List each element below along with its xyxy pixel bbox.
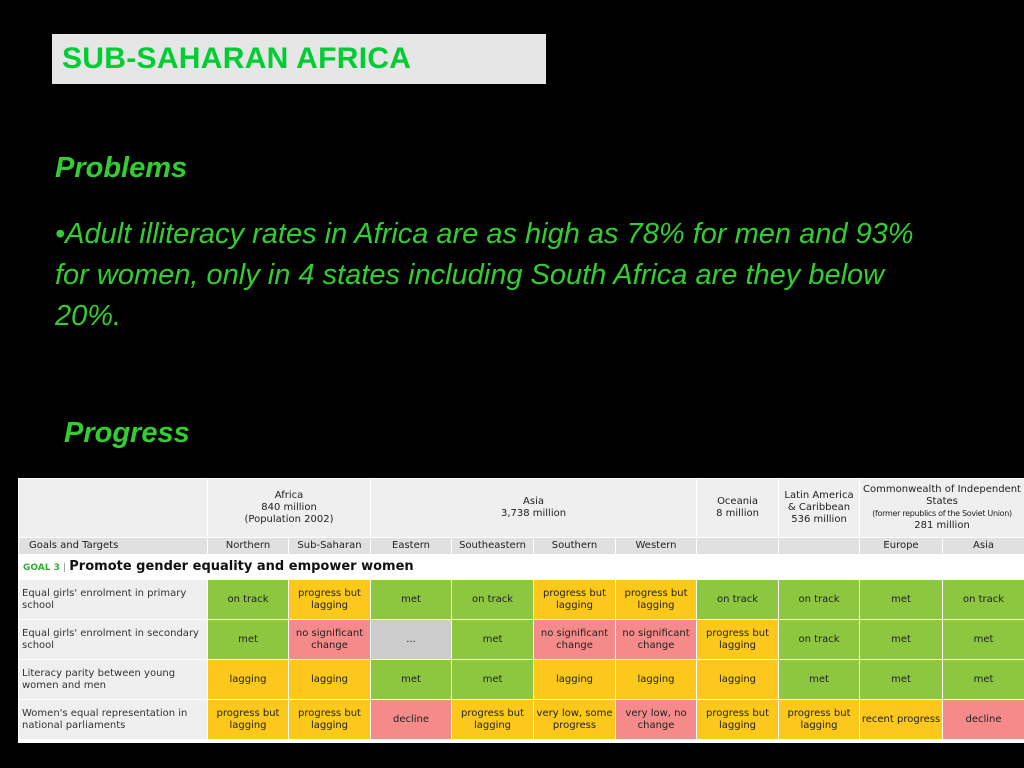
region-latin-america: Latin America & Caribbean 536 million — [778, 478, 861, 538]
status-cell: met — [207, 619, 289, 660]
status-cell: lagging — [696, 659, 780, 700]
region-latam-pop: 536 million — [791, 514, 847, 525]
subregion-cell: Eastern — [370, 537, 453, 555]
status-cell: very low, some progress — [533, 699, 617, 740]
status-cell: progress but lagging — [778, 699, 861, 740]
status-cell: lagging — [615, 659, 698, 700]
region-oceania: Oceania 8 million — [696, 478, 780, 538]
subregion-cell: Sub-Saharan — [287, 537, 372, 555]
table-row: Equal girls' enrolment in primary school… — [18, 579, 1024, 620]
status-cell: on track — [778, 579, 861, 620]
status-cell: no significant change — [287, 619, 372, 660]
status-cell: very low, no change — [615, 699, 698, 740]
region-asia-name: Asia — [523, 496, 544, 507]
status-cell: progress but lagging — [207, 699, 289, 740]
mdg-progress-table: Africa 840 million (Population 2002) Asi… — [18, 478, 1024, 743]
status-cell: lagging — [533, 659, 617, 700]
status-cell: progress but lagging — [696, 699, 780, 740]
status-cell: decline — [942, 699, 1024, 740]
subregion-cell: Western — [615, 537, 698, 555]
goal-row: GOAL 3 | Promote gender equality and empow… — [18, 554, 1024, 580]
status-cell: no significant change — [533, 619, 617, 660]
region-header-row: Africa 840 million (Population 2002) Asi… — [18, 478, 1024, 538]
table-body: Equal girls' enrolment in primary school… — [18, 579, 1024, 740]
subregion-cell: Southern — [533, 537, 617, 555]
slide-title: SUB-SAHARAN AFRICA — [62, 42, 412, 75]
target-name: Equal girls' enrolment in primary school — [18, 579, 208, 620]
target-name: Women's equal representation in national… — [18, 699, 208, 740]
region-asia: Asia 3,738 million — [370, 478, 698, 538]
status-cell: ... — [370, 619, 453, 660]
subregion-cell: Europe — [859, 537, 944, 555]
status-cell: progress but lagging — [287, 699, 372, 740]
goal-separator: | — [62, 561, 67, 573]
region-cis-pop: 281 million — [914, 520, 970, 531]
region-oceania-pop: 8 million — [716, 508, 759, 519]
status-cell: met — [859, 619, 944, 660]
status-cell: met — [942, 619, 1024, 660]
table-row: Literacy parity between young women and … — [18, 659, 1024, 700]
problems-bullet: •Adult illiteracy rates in Africa are as… — [55, 218, 914, 332]
subregion-cell: Southeastern — [451, 537, 535, 555]
status-cell: met — [370, 579, 453, 620]
status-cell: met — [859, 579, 944, 620]
goal-title: Promote gender equality and empower wome… — [69, 558, 414, 574]
status-cell: on track — [451, 579, 535, 620]
region-africa-pop: 840 million — [261, 502, 317, 513]
region-africa-name: Africa — [274, 490, 304, 501]
target-name: Literacy parity between young women and … — [18, 659, 208, 700]
slide-title-box: SUB-SAHARAN AFRICA — [52, 34, 546, 84]
problems-heading: Problems — [55, 152, 188, 184]
status-cell: met — [859, 659, 944, 700]
region-cis-name: Commonwealth of Independent States — [863, 484, 1021, 507]
subregion-cell — [696, 537, 780, 555]
status-cell: progress but lagging — [451, 699, 535, 740]
status-cell: met — [778, 659, 861, 700]
region-cis: Commonwealth of Independent States (form… — [859, 478, 1024, 538]
progress-table: Africa 840 million (Population 2002) Asi… — [18, 478, 1024, 740]
region-asia-pop: 3,738 million — [500, 508, 567, 519]
status-cell: met — [942, 659, 1024, 700]
status-cell: decline — [370, 699, 453, 740]
status-cell: met — [451, 659, 535, 700]
status-cell: met — [370, 659, 453, 700]
subregion-cell: Northern — [207, 537, 289, 555]
subregion-cell: Asia — [942, 537, 1024, 555]
status-cell: progress but lagging — [696, 619, 780, 660]
goal-title-cell: GOAL 3 | Promote gender equality and empow… — [18, 554, 1024, 580]
region-africa-note: (Population 2002) — [244, 514, 334, 525]
subregion-header-row: Goals and Targets Northern Sub-Saharan E… — [18, 537, 1024, 555]
status-cell: progress but lagging — [287, 579, 372, 620]
goal-tag: GOAL 3 — [23, 562, 60, 573]
region-cis-note: (former republics of the Soviet Union) — [872, 509, 1012, 518]
region-africa: Africa 840 million (Population 2002) — [206, 478, 372, 538]
target-name: Equal girls' enrolment in secondary scho… — [18, 619, 208, 660]
table-row: Equal girls' enrolment in secondary scho… — [18, 619, 1024, 660]
status-cell: lagging — [287, 659, 372, 700]
progress-heading: Progress — [64, 417, 190, 449]
table-row: Women's equal representation in national… — [18, 699, 1024, 740]
status-cell: met — [451, 619, 535, 660]
region-latam-name: Latin America & Caribbean — [784, 490, 854, 513]
header-empty — [18, 478, 208, 538]
subregion-cell — [778, 537, 861, 555]
goals-targets-label: Goals and Targets — [18, 537, 208, 555]
status-cell: on track — [207, 579, 289, 620]
status-cell: on track — [778, 619, 861, 660]
status-cell: on track — [696, 579, 780, 620]
status-cell: recent progress — [859, 699, 944, 740]
status-cell: on track — [942, 579, 1024, 620]
region-oceania-name: Oceania — [717, 496, 758, 507]
status-cell: progress but lagging — [615, 579, 698, 620]
status-cell: progress but lagging — [533, 579, 617, 620]
status-cell: lagging — [207, 659, 289, 700]
status-cell: no significant change — [615, 619, 698, 660]
